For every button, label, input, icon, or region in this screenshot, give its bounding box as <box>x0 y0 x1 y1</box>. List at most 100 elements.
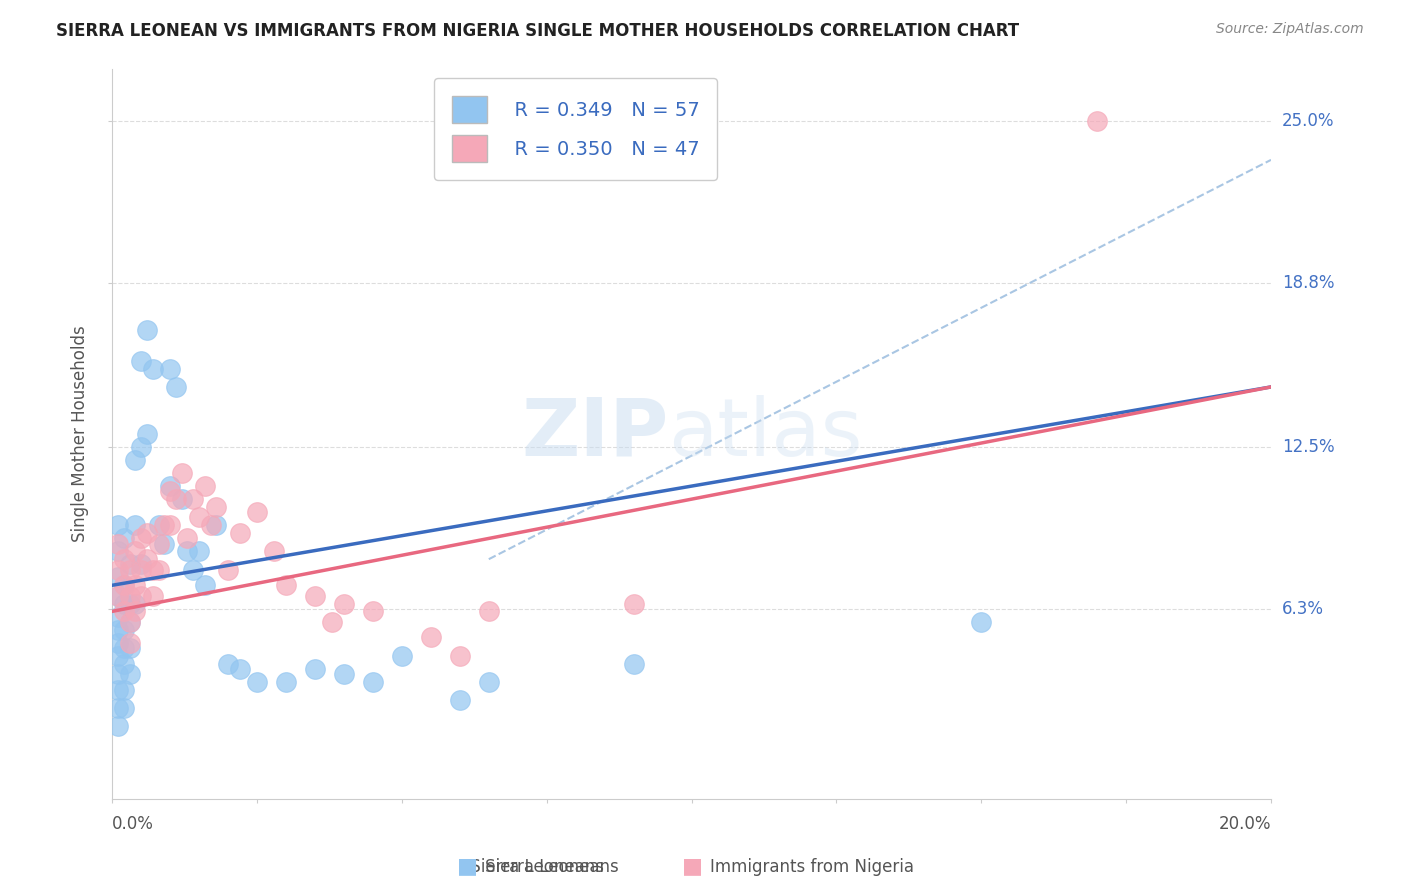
Point <box>419 631 441 645</box>
Point <box>148 518 170 533</box>
Point <box>274 674 297 689</box>
Point <box>129 440 152 454</box>
Point <box>176 544 198 558</box>
Point <box>107 648 129 663</box>
Point <box>107 589 129 603</box>
Point <box>159 518 181 533</box>
Point <box>112 623 135 637</box>
Point <box>112 682 135 697</box>
Point <box>263 544 285 558</box>
Point <box>181 492 204 507</box>
Point <box>188 510 211 524</box>
Point <box>217 563 239 577</box>
Point <box>118 636 141 650</box>
Point <box>304 589 326 603</box>
Point <box>129 354 152 368</box>
Text: SIERRA LEONEAN VS IMMIGRANTS FROM NIGERIA SINGLE MOTHER HOUSEHOLDS CORRELATION C: SIERRA LEONEAN VS IMMIGRANTS FROM NIGERI… <box>56 22 1019 40</box>
Point <box>333 597 356 611</box>
Point <box>107 536 129 550</box>
Point <box>135 322 157 336</box>
Point <box>124 544 146 558</box>
Point <box>148 536 170 550</box>
Point <box>129 589 152 603</box>
Point <box>107 719 129 733</box>
Point <box>246 505 269 519</box>
Point <box>112 604 135 618</box>
Point <box>129 563 152 577</box>
Point <box>170 466 193 480</box>
Point <box>170 492 193 507</box>
Point <box>217 657 239 671</box>
Point <box>112 701 135 715</box>
Point <box>107 609 129 624</box>
Text: Sierra Leoneans: Sierra Leoneans <box>423 858 645 876</box>
Point <box>107 589 129 603</box>
Text: Immigrants from Nigeria: Immigrants from Nigeria <box>710 858 914 876</box>
Point <box>200 518 222 533</box>
Point <box>135 426 157 441</box>
Point <box>228 526 250 541</box>
Point <box>333 667 356 681</box>
Point <box>623 597 645 611</box>
Point <box>321 615 343 629</box>
Point <box>449 648 471 663</box>
Legend:   R = 0.349   N = 57,   R = 0.350   N = 47: R = 0.349 N = 57, R = 0.350 N = 47 <box>434 78 717 180</box>
Point <box>124 578 146 592</box>
Point <box>118 558 141 572</box>
Point <box>391 648 413 663</box>
Point <box>165 492 187 507</box>
Point <box>153 518 176 533</box>
Point <box>142 361 165 376</box>
Text: ■: ■ <box>457 856 478 876</box>
Point <box>124 518 146 533</box>
Point <box>107 682 129 697</box>
Point <box>107 544 129 558</box>
Point <box>107 701 129 715</box>
Point <box>118 667 141 681</box>
Point <box>107 563 129 577</box>
Text: Sierra Leoneans: Sierra Leoneans <box>485 858 619 876</box>
Point <box>124 453 146 467</box>
Text: 25.0%: 25.0% <box>1282 112 1334 129</box>
Text: 12.5%: 12.5% <box>1282 438 1334 456</box>
Point <box>181 563 204 577</box>
Text: 0.0%: 0.0% <box>112 815 155 833</box>
Point <box>188 544 211 558</box>
Point <box>107 570 129 584</box>
Text: atlas: atlas <box>668 395 863 473</box>
Point <box>107 623 129 637</box>
Text: 6.3%: 6.3% <box>1282 599 1324 618</box>
Text: 18.8%: 18.8% <box>1282 274 1334 292</box>
Point <box>449 693 471 707</box>
Point <box>304 662 326 676</box>
Point <box>112 578 135 592</box>
Point <box>159 484 181 499</box>
Point <box>970 615 993 629</box>
Point <box>107 636 129 650</box>
Point <box>129 531 152 545</box>
Point <box>159 361 181 376</box>
Point <box>107 518 129 533</box>
Point <box>623 657 645 671</box>
Point <box>112 597 135 611</box>
Point <box>1085 113 1108 128</box>
Point <box>194 479 217 493</box>
Point <box>135 526 157 541</box>
Point <box>176 531 198 545</box>
Point <box>124 604 146 618</box>
Point <box>118 615 141 629</box>
Point <box>274 578 297 592</box>
Point <box>124 597 146 611</box>
Point <box>153 536 176 550</box>
Point <box>112 552 135 566</box>
Point <box>118 563 141 577</box>
Point <box>478 674 501 689</box>
Point <box>112 657 135 671</box>
Point <box>159 479 181 493</box>
Point <box>129 558 152 572</box>
Point <box>118 597 141 611</box>
Point <box>118 615 141 629</box>
Point <box>142 589 165 603</box>
Point <box>165 380 187 394</box>
Point <box>361 604 384 618</box>
